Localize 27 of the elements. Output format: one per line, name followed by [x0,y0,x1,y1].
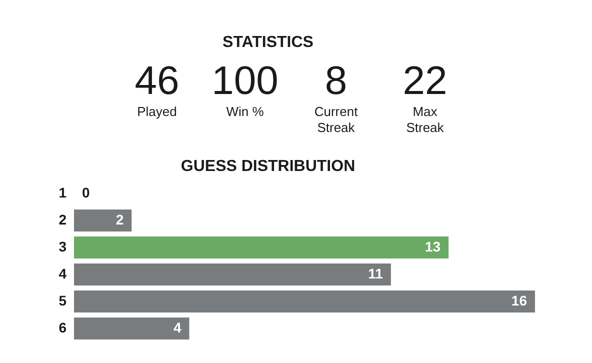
text: Current Streak [314,104,358,135]
data-label: 2 [116,212,124,228]
data-label: 4 [173,320,182,336]
y-tick-label: 2 [58,212,67,228]
text: 100 [212,59,278,103]
y-tick-label: 6 [58,320,67,336]
y-tick-label: 4 [58,266,67,282]
y-tick-label: 1 [58,184,67,200]
text: 46 [134,59,180,103]
data-label: 0 [82,184,90,200]
y-tick-label: 3 [58,238,67,254]
data-label: 16 [511,292,528,308]
chart-title: STATISTICS [222,34,314,51]
y-tick-label: 5 [58,292,67,308]
bar [74,290,535,312]
bar [74,236,449,258]
data-label: 11 [368,266,384,282]
bar [74,318,190,340]
text: Max Streak [406,104,444,135]
bar [74,264,391,286]
data-label: 13 [424,238,441,254]
chart-subtitle: GUESS DISTRIBUTION [180,158,356,175]
text: 8 [324,59,348,103]
text: Played [137,104,177,119]
bar [74,210,132,232]
text: 22 [402,59,448,103]
text: Win % [226,104,264,119]
